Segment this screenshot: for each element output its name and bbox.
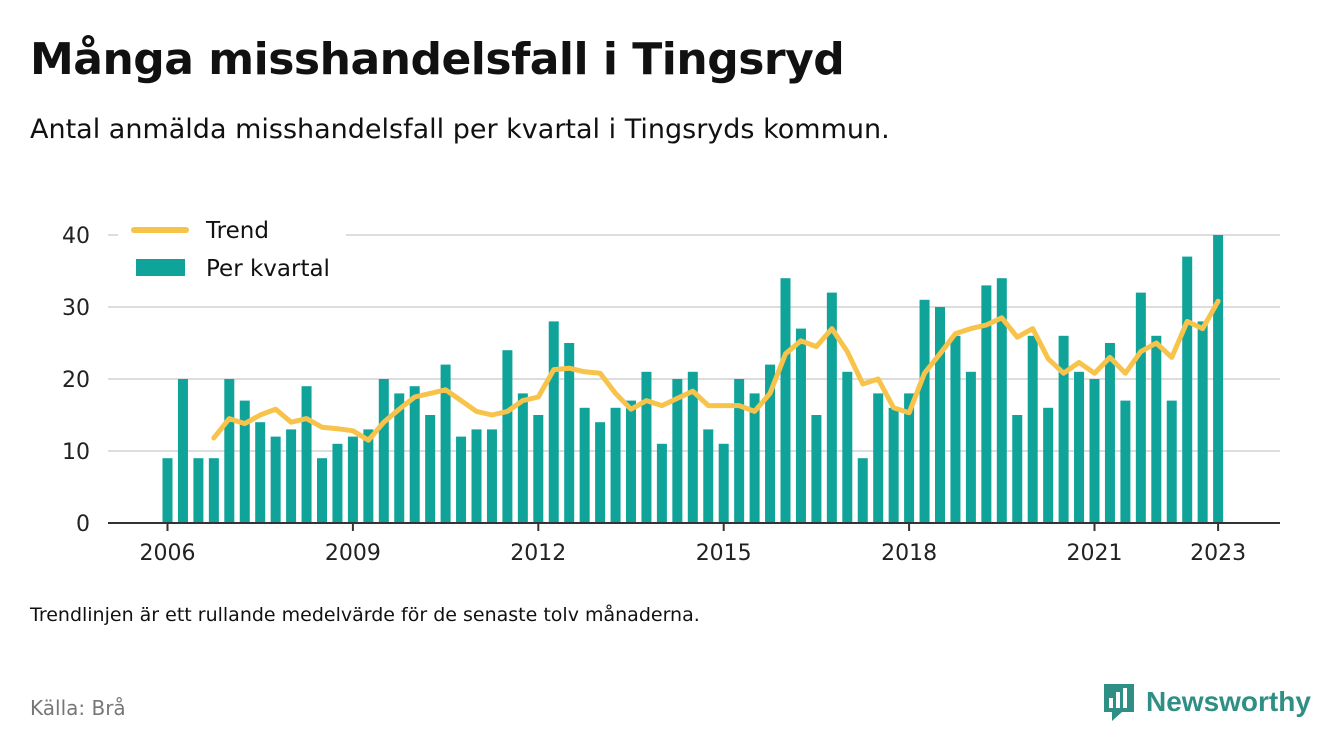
- bar: [1043, 407, 1054, 523]
- bar: [1027, 335, 1038, 523]
- bar: [270, 436, 281, 523]
- bar: [1135, 292, 1146, 523]
- bar: [935, 307, 945, 523]
- bar: [1089, 379, 1100, 523]
- bar: [224, 379, 235, 523]
- bar: [208, 458, 219, 523]
- bar: [672, 379, 683, 523]
- legend-swatch-per-kvartal: [136, 259, 185, 276]
- bar: [919, 299, 930, 523]
- bar: [471, 429, 482, 523]
- bar: [394, 393, 405, 523]
- bar: [286, 429, 297, 523]
- bar: [626, 400, 636, 523]
- bar: [842, 371, 853, 523]
- bar: [564, 343, 575, 523]
- y-tick-label: 40: [62, 224, 90, 249]
- x-axis-ticks: 2006 2009 2012 2015 2018 2021 2023: [140, 523, 1246, 566]
- bar: [548, 321, 559, 523]
- bar: [255, 422, 266, 523]
- x-tick-label: 2021: [1067, 541, 1123, 566]
- bar: [656, 443, 667, 523]
- bar: [641, 371, 652, 523]
- bar: [965, 371, 976, 523]
- bar: [363, 429, 374, 523]
- bar: [1151, 335, 1162, 523]
- bar: [1213, 235, 1224, 523]
- bar: [1120, 400, 1131, 523]
- legend-label-trend: Trend: [205, 218, 269, 244]
- bar: [456, 436, 467, 523]
- y-tick-label: 30: [62, 296, 90, 321]
- bar: [595, 422, 606, 523]
- bar: [378, 379, 389, 523]
- bar: [1166, 400, 1177, 523]
- bar: [409, 386, 420, 523]
- bar: [317, 458, 327, 523]
- bar: [765, 364, 776, 523]
- y-tick-label: 20: [62, 368, 90, 393]
- brand-name: Newsworthy: [1146, 686, 1311, 717]
- bar: [780, 278, 791, 523]
- x-tick-label: 2012: [510, 541, 566, 566]
- trend-line: [211, 298, 1221, 443]
- bar: [1074, 371, 1085, 523]
- bar: [687, 371, 698, 523]
- bar: [873, 393, 884, 523]
- x-tick-label: 2018: [881, 541, 937, 566]
- bar: [703, 429, 714, 523]
- bar: [826, 292, 837, 523]
- y-tick-label: 0: [76, 512, 90, 537]
- bar: [996, 278, 1007, 523]
- footnote: Trendlinjen är ett rullande medelvärde f…: [30, 604, 700, 626]
- bar: [239, 400, 250, 523]
- source-credit: Källa: Brå: [30, 696, 126, 720]
- legend-label-per-kvartal: Per kvartal: [206, 256, 330, 282]
- bar: [1104, 343, 1115, 523]
- bar: [734, 379, 745, 523]
- bar: [347, 436, 358, 523]
- bar-chart-speech-bubble-icon: [1104, 684, 1134, 721]
- bar: [904, 393, 915, 523]
- y-axis-ticks: 0 10 20 30 40: [62, 224, 90, 537]
- bar: [795, 328, 806, 523]
- bar: [811, 415, 822, 523]
- bar: [888, 407, 899, 523]
- brand-logo: Newsworthy: [1102, 682, 1311, 722]
- bar: [301, 386, 312, 523]
- y-tick-label: 10: [62, 440, 90, 465]
- chart-title: Många misshandelsfall i Tingsryd: [30, 34, 845, 85]
- bar: [981, 285, 992, 523]
- bar: [718, 443, 729, 523]
- bar: [1058, 335, 1069, 523]
- bar: [425, 415, 436, 523]
- chart-subtitle: Antal anmälda misshandelsfall per kvarta…: [30, 114, 890, 145]
- bar: [533, 415, 544, 523]
- bar: [610, 407, 621, 523]
- bar: [517, 393, 528, 523]
- chart-area: 0 10 20 30 40 2006 2009 2012 2015 2018 2021 2023 T…: [62, 213, 1280, 566]
- bar: [950, 335, 961, 523]
- bar: [579, 407, 590, 523]
- bar: [162, 458, 173, 523]
- bar: [332, 443, 343, 523]
- bar: [177, 379, 188, 523]
- bar: [440, 364, 451, 523]
- bar: [857, 458, 868, 523]
- x-tick-label: 2006: [140, 541, 196, 566]
- bar: [1182, 256, 1193, 523]
- bar: [749, 393, 760, 523]
- x-tick-label: 2015: [696, 541, 752, 566]
- x-tick-label: 2009: [325, 541, 381, 566]
- legend: Trend Per kvartal: [118, 213, 346, 285]
- bar: [1012, 415, 1023, 523]
- bar: [193, 458, 204, 523]
- bar-series: [162, 235, 1224, 523]
- x-tick-label: 2023: [1190, 541, 1246, 566]
- bar: [486, 429, 497, 523]
- bar: [502, 350, 513, 523]
- bar: [1197, 321, 1208, 523]
